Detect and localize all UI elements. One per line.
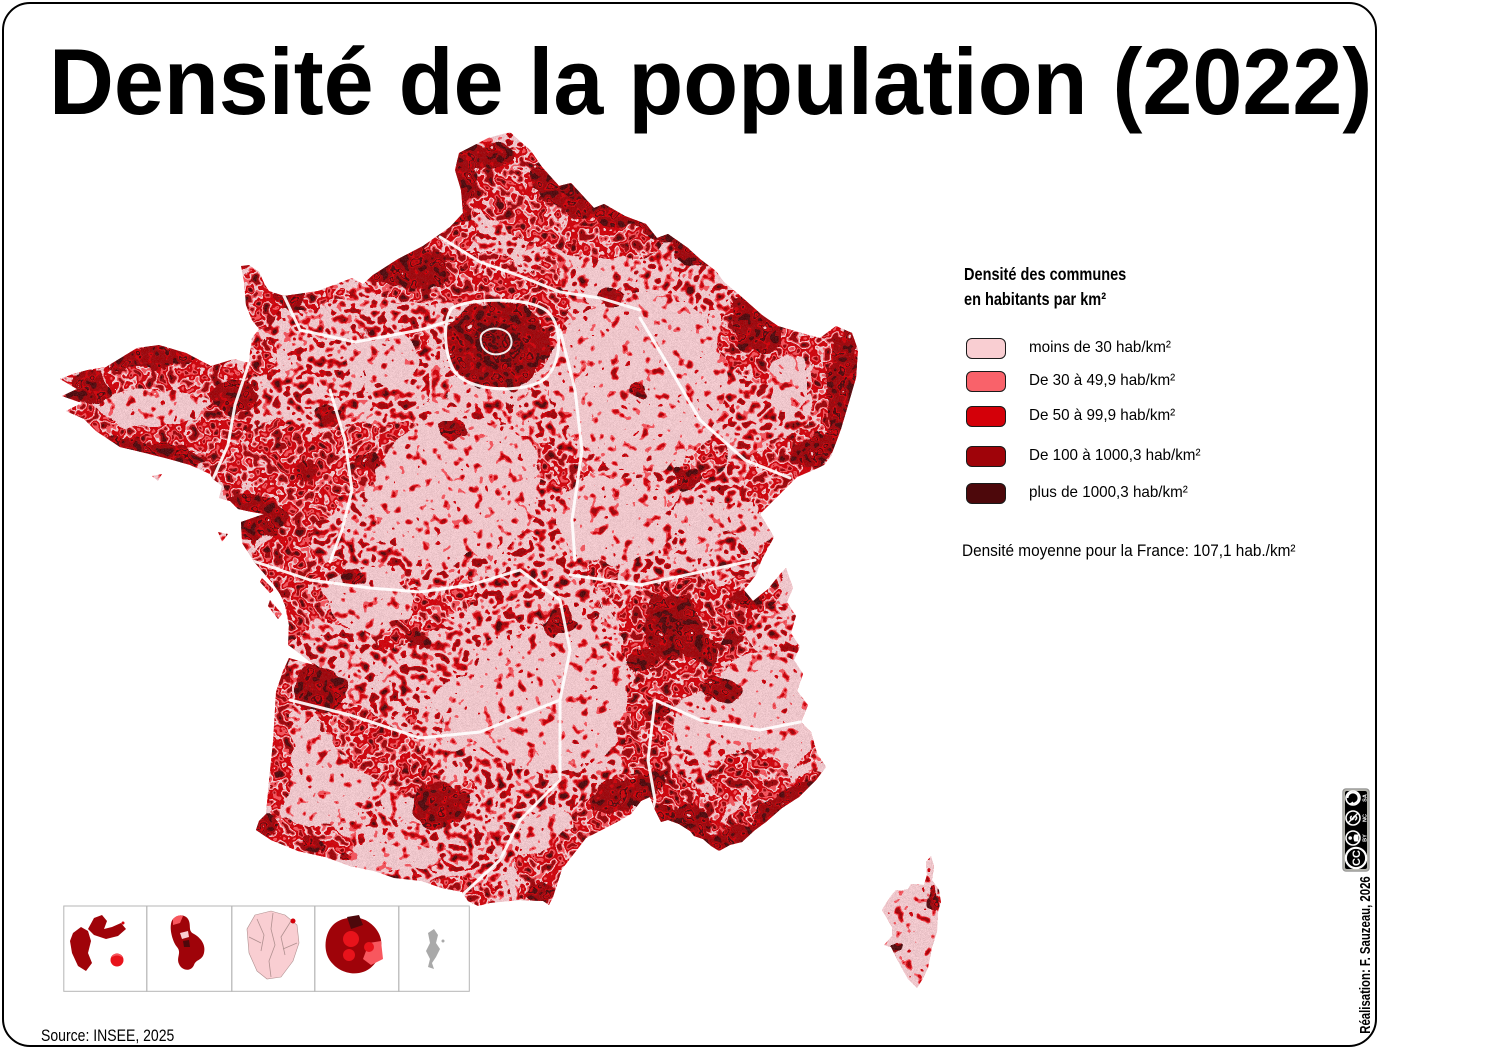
svg-text:NC: NC <box>1363 814 1369 822</box>
svg-text:BY: BY <box>1363 834 1369 842</box>
svg-text:SA: SA <box>1363 794 1369 802</box>
svg-text:CC: CC <box>1351 850 1363 866</box>
svg-text:$: $ <box>1349 815 1360 821</box>
